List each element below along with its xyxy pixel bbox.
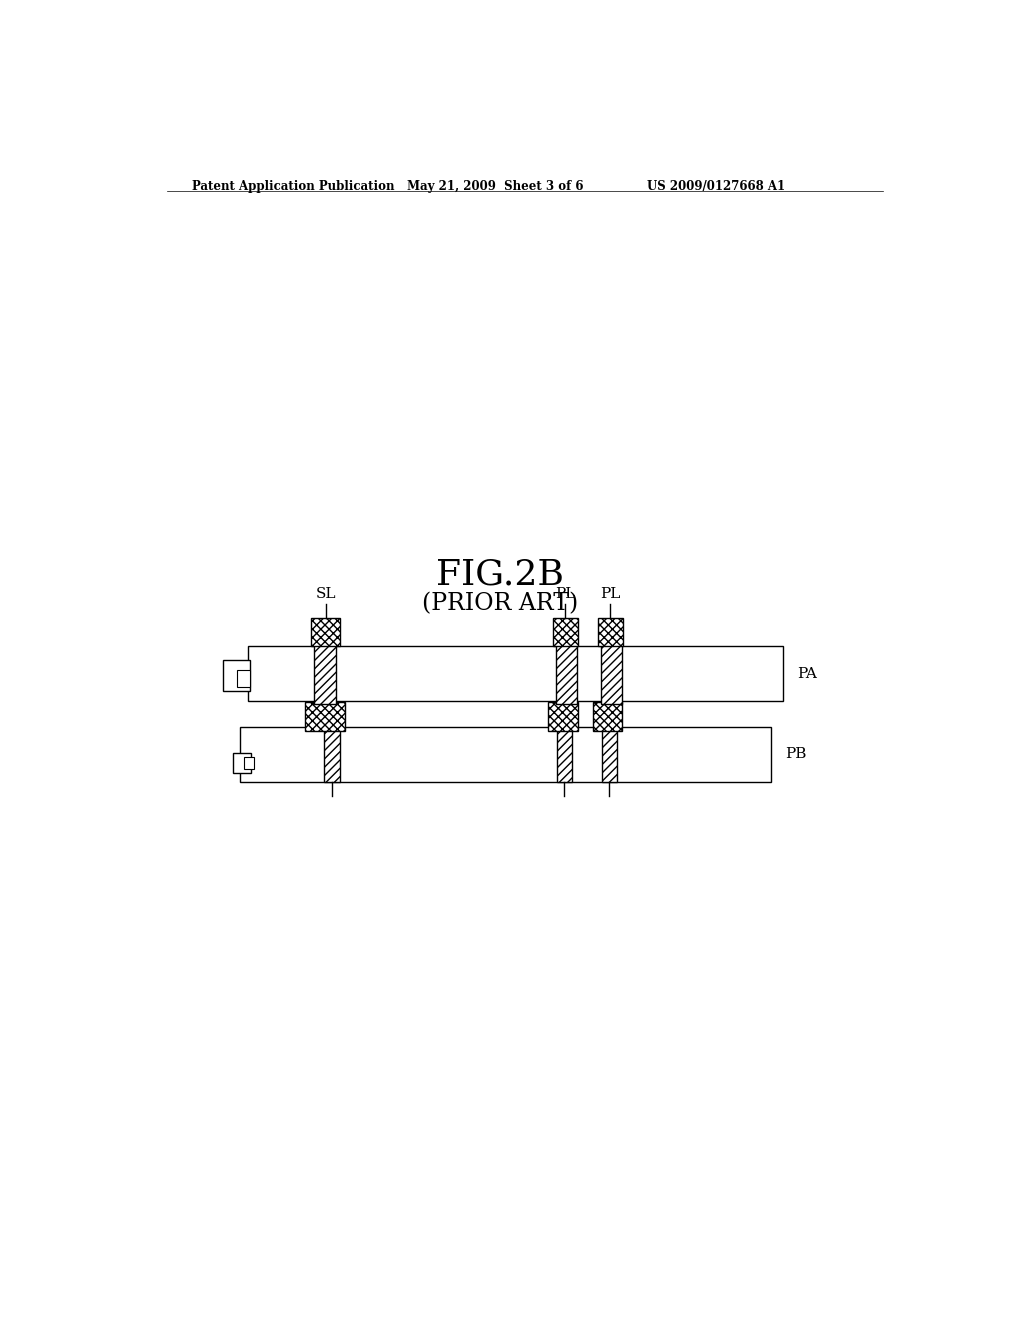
Text: US 2009/0127668 A1: US 2009/0127668 A1 xyxy=(647,180,785,193)
Text: PB: PB xyxy=(785,747,807,762)
Text: PL: PL xyxy=(555,587,575,601)
Bar xyxy=(314,643,336,705)
Bar xyxy=(601,643,622,705)
Text: SL: SL xyxy=(315,587,336,601)
Bar xyxy=(556,643,577,705)
Bar xyxy=(232,752,251,774)
Bar xyxy=(245,758,254,770)
Bar xyxy=(598,618,624,645)
Bar xyxy=(601,727,617,781)
Text: FIG.2B: FIG.2B xyxy=(436,557,564,591)
Text: (PRIOR ART): (PRIOR ART) xyxy=(422,591,579,615)
Bar xyxy=(557,727,572,781)
Text: PA: PA xyxy=(797,667,817,681)
Bar xyxy=(241,727,771,781)
Bar xyxy=(305,702,345,731)
Text: PL: PL xyxy=(600,587,621,601)
Bar xyxy=(248,645,783,701)
Bar xyxy=(237,669,250,686)
Bar xyxy=(311,618,340,645)
Bar xyxy=(593,702,623,731)
Bar xyxy=(548,702,578,731)
Text: May 21, 2009  Sheet 3 of 6: May 21, 2009 Sheet 3 of 6 xyxy=(407,180,584,193)
Text: Patent Application Publication: Patent Application Publication xyxy=(191,180,394,193)
Bar xyxy=(324,727,340,781)
Bar xyxy=(553,618,579,645)
Bar xyxy=(222,660,250,692)
